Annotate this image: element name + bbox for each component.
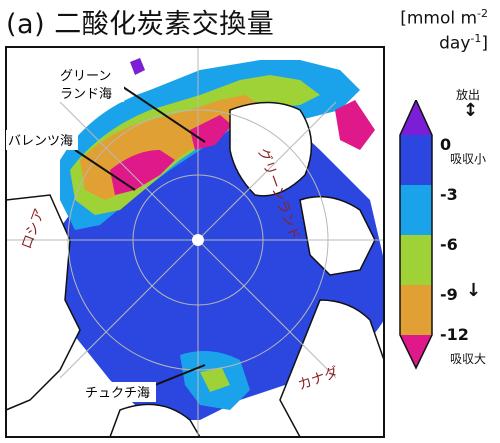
colorbar-segment-1 <box>400 185 432 235</box>
colorbar-segment-2 <box>400 235 432 285</box>
barents-pointer <box>74 149 136 191</box>
figure-title: (a) 二酸化炭素交換量 <box>6 9 275 40</box>
greenland-sea-hotspot <box>190 115 232 150</box>
canadian-archipelago <box>299 195 376 276</box>
russia-landmass <box>6 194 81 411</box>
barents-sea-label: バレンツ海 <box>8 134 73 149</box>
colorbar-tick-12: -12 <box>440 325 469 344</box>
central-arctic-basin <box>110 170 315 366</box>
greenland-label-bg <box>54 64 124 102</box>
alaska-landmass <box>109 403 201 437</box>
colorbar <box>399 100 433 370</box>
colorbar-tick-0: 0 <box>440 135 452 154</box>
colorbar-segment-0 <box>400 135 432 185</box>
up-down-arrow-icon: ↕ <box>463 100 479 121</box>
north-pole-marker <box>192 234 204 246</box>
release-spot <box>130 58 145 75</box>
chukchi-sea-label: チュクチ海 <box>85 386 150 401</box>
greenland-sea-label-1: グリーン <box>60 69 111 84</box>
colorbar-cap-bottom <box>400 335 432 368</box>
colorbar-tick-9: -9 <box>440 285 458 304</box>
greenland-landmass <box>229 101 313 197</box>
colorbar-outline <box>399 100 433 370</box>
colorbar-segment-3 <box>400 285 432 335</box>
release-label: 放出 <box>456 88 481 102</box>
down-arrow-icon: ↓ <box>466 280 482 301</box>
small-absorption-label: 吸収小 <box>450 152 487 166</box>
colorbar-tick-6: -6 <box>440 235 458 254</box>
barents-label-bg <box>6 130 78 150</box>
baffin-hotspot <box>335 100 375 150</box>
canada-mainland <box>279 299 384 437</box>
chukchi-label-bg <box>82 382 156 402</box>
chukchi-green <box>200 368 230 392</box>
chukchi-pointer <box>154 364 206 386</box>
large-absorption-label: 吸収大 <box>450 352 487 366</box>
colorbar-tick-3: -3 <box>440 185 458 204</box>
greenland-sea-pointer <box>119 84 206 143</box>
map-frame <box>5 46 385 438</box>
colorbar-cap-top <box>400 100 432 135</box>
greenland-sea-label-2: ランド海 <box>60 87 112 102</box>
units-label: [mmol m-2 day-1] <box>400 7 488 54</box>
